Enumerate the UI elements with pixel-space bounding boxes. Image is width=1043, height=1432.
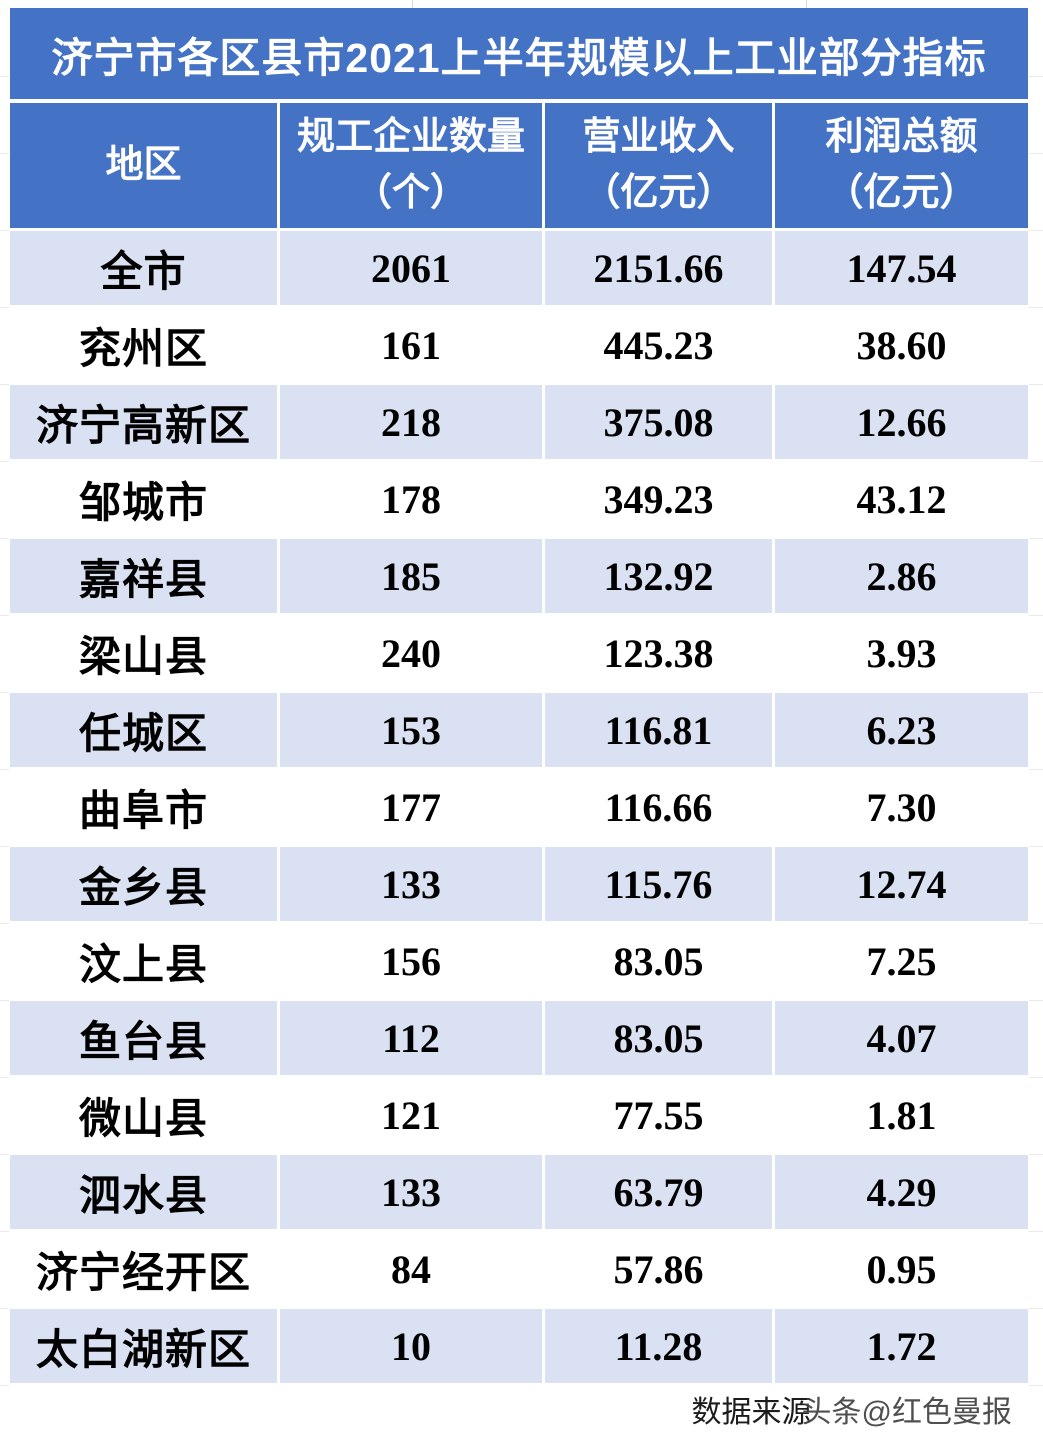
enterprise-count-cell: 2061 xyxy=(280,231,545,308)
region-cell: 鱼台县 xyxy=(10,1001,280,1078)
region-cell: 嘉祥县 xyxy=(10,539,280,616)
enterprise-count-cell: 178 xyxy=(280,462,545,539)
header-revenue-unit: （亿元） xyxy=(582,171,735,214)
profit-cell: 12.74 xyxy=(775,847,1028,924)
profit-cell: 1.72 xyxy=(775,1309,1028,1386)
table-row: 邹城市 178 349.23 43.12 xyxy=(10,462,1028,539)
enterprise-count-cell: 218 xyxy=(280,385,545,462)
top-gridline-tick xyxy=(412,0,413,8)
table-row: 济宁经开区 84 57.86 0.95 xyxy=(10,1232,1028,1309)
revenue-cell: 77.55 xyxy=(545,1078,775,1155)
region-cell: 泗水县 xyxy=(10,1155,280,1232)
profit-cell: 0.95 xyxy=(775,1232,1028,1309)
region-cell: 曲阜市 xyxy=(10,770,280,847)
profit-cell: 4.29 xyxy=(775,1155,1028,1232)
header-enterprise-count: 规工企业数量 （个） xyxy=(280,103,545,228)
top-gridline-tick xyxy=(806,0,807,8)
table-row: 曲阜市 177 116.66 7.30 xyxy=(10,770,1028,847)
revenue-cell: 57.86 xyxy=(545,1232,775,1309)
header-profit-unit: （亿元） xyxy=(825,171,978,214)
region-cell: 济宁高新区 xyxy=(10,385,280,462)
region-cell: 兖州区 xyxy=(10,308,280,385)
profit-cell: 2.86 xyxy=(775,539,1028,616)
right-margin-gridlines xyxy=(1029,0,1043,1432)
enterprise-count-cell: 161 xyxy=(280,308,545,385)
table-row: 鱼台县 112 83.05 4.07 xyxy=(10,1001,1028,1078)
revenue-cell: 132.92 xyxy=(545,539,775,616)
header-region-label: 地区 xyxy=(105,143,182,186)
profit-cell: 7.25 xyxy=(775,924,1028,1001)
enterprise-count-cell: 133 xyxy=(280,1155,545,1232)
revenue-cell: 2151.66 xyxy=(545,231,775,308)
revenue-cell: 116.66 xyxy=(545,770,775,847)
enterprise-count-cell: 133 xyxy=(280,847,545,924)
region-cell: 济宁经开区 xyxy=(10,1232,280,1309)
enterprise-count-cell: 112 xyxy=(280,1001,545,1078)
enterprise-count-cell: 10 xyxy=(280,1309,545,1386)
revenue-cell: 63.79 xyxy=(545,1155,775,1232)
region-cell: 任城区 xyxy=(10,693,280,770)
revenue-cell: 116.81 xyxy=(545,693,775,770)
left-margin-gridlines xyxy=(0,0,9,1432)
data-source-label: 数据来源 xyxy=(691,1396,812,1429)
header-profit: 利润总额 （亿元） xyxy=(775,103,1028,228)
region-cell: 梁山县 xyxy=(10,616,280,693)
header-region: 地区 xyxy=(10,103,280,228)
profit-cell: 43.12 xyxy=(775,462,1028,539)
table-row: 任城区 153 116.81 6.23 xyxy=(10,693,1028,770)
profit-cell: 4.07 xyxy=(775,1001,1028,1078)
header-profit-label: 利润总额 xyxy=(825,116,978,159)
revenue-cell: 349.23 xyxy=(545,462,775,539)
table-header-row: 地区 规工企业数量 （个） 营业收入 （亿元） 利润总额 （亿元） xyxy=(10,103,1028,231)
header-enterprise-count-unit: （个） xyxy=(353,171,468,214)
table-row: 济宁高新区 218 375.08 12.66 xyxy=(10,385,1028,462)
enterprise-count-cell: 156 xyxy=(280,924,545,1001)
region-cell: 金乡县 xyxy=(10,847,280,924)
table-row: 汶上县 156 83.05 7.25 xyxy=(10,924,1028,1001)
watermark-text: 头条@红色曼报 xyxy=(801,1396,1012,1429)
profit-cell: 147.54 xyxy=(775,231,1028,308)
enterprise-count-cell: 185 xyxy=(280,539,545,616)
table: 济宁市各区县市2021上半年规模以上工业部分指标 地区 规工企业数量 （个） 营… xyxy=(10,8,1028,1432)
header-enterprise-count-label: 规工企业数量 xyxy=(296,116,525,159)
table-row: 太白湖新区 10 11.28 1.72 xyxy=(10,1309,1028,1386)
revenue-cell: 375.08 xyxy=(545,385,775,462)
enterprise-count-cell: 177 xyxy=(280,770,545,847)
enterprise-count-cell: 121 xyxy=(280,1078,545,1155)
enterprise-count-cell: 240 xyxy=(280,616,545,693)
table-body: 全市 2061 2151.66 147.54 兖州区 161 445.23 38… xyxy=(10,231,1028,1386)
table-row: 金乡县 133 115.76 12.74 xyxy=(10,847,1028,924)
table-row: 全市 2061 2151.66 147.54 xyxy=(10,231,1028,308)
table-row: 兖州区 161 445.23 38.60 xyxy=(10,308,1028,385)
revenue-cell: 83.05 xyxy=(545,1001,775,1078)
profit-cell: 3.93 xyxy=(775,616,1028,693)
footer: 数据来源 头条@红色曼报 xyxy=(10,1386,1028,1432)
table-row: 嘉祥县 185 132.92 2.86 xyxy=(10,539,1028,616)
profit-cell: 1.81 xyxy=(775,1078,1028,1155)
table-row: 泗水县 133 63.79 4.29 xyxy=(10,1155,1028,1232)
header-revenue: 营业收入 （亿元） xyxy=(545,103,775,228)
region-cell: 太白湖新区 xyxy=(10,1309,280,1386)
profit-cell: 6.23 xyxy=(775,693,1028,770)
region-cell: 全市 xyxy=(10,231,280,308)
profit-cell: 7.30 xyxy=(775,770,1028,847)
region-cell: 汶上县 xyxy=(10,924,280,1001)
table-title: 济宁市各区县市2021上半年规模以上工业部分指标 xyxy=(10,8,1028,103)
header-revenue-label: 营业收入 xyxy=(582,116,735,159)
revenue-cell: 83.05 xyxy=(545,924,775,1001)
revenue-cell: 123.38 xyxy=(545,616,775,693)
region-cell: 微山县 xyxy=(10,1078,280,1155)
revenue-cell: 11.28 xyxy=(545,1309,775,1386)
profit-cell: 38.60 xyxy=(775,308,1028,385)
table-row: 梁山县 240 123.38 3.93 xyxy=(10,616,1028,693)
revenue-cell: 445.23 xyxy=(545,308,775,385)
enterprise-count-cell: 153 xyxy=(280,693,545,770)
enterprise-count-cell: 84 xyxy=(280,1232,545,1309)
table-row: 微山县 121 77.55 1.81 xyxy=(10,1078,1028,1155)
region-cell: 邹城市 xyxy=(10,462,280,539)
profit-cell: 12.66 xyxy=(775,385,1028,462)
revenue-cell: 115.76 xyxy=(545,847,775,924)
